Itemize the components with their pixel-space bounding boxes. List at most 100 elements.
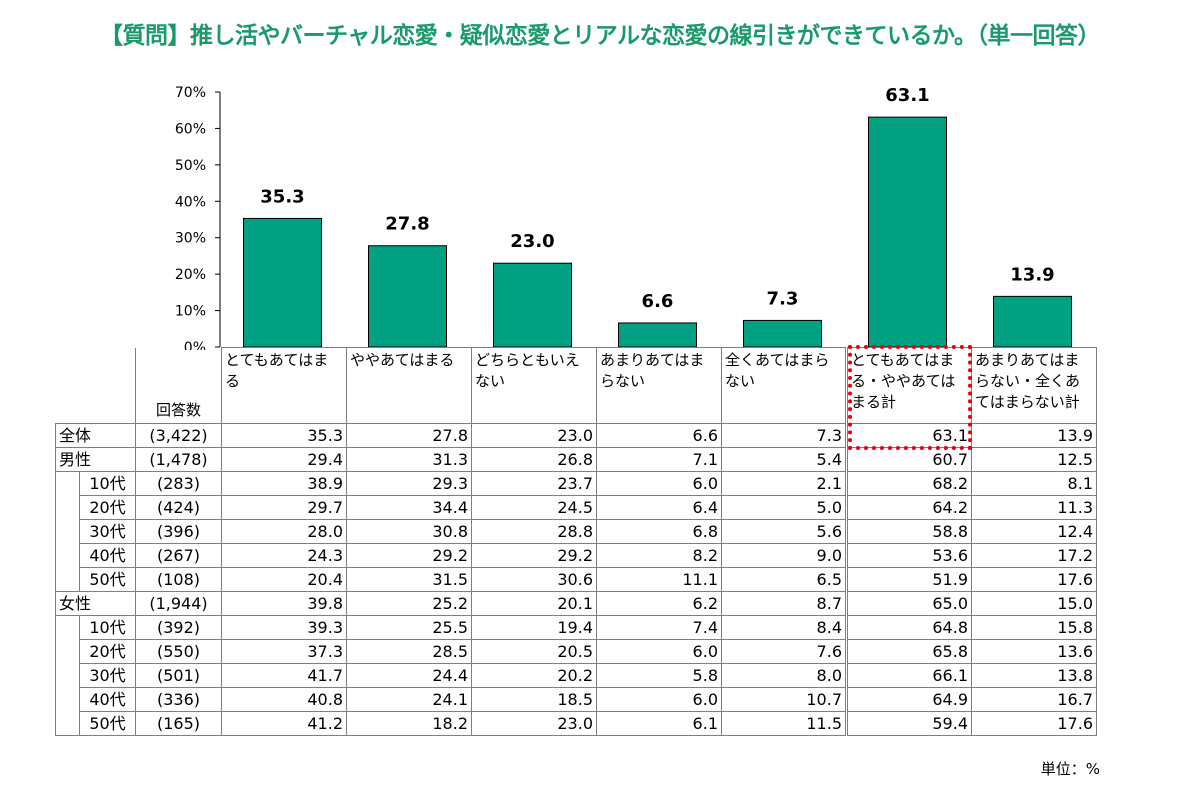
table-cell: 64.9 — [845, 687, 972, 712]
table-cell: 51.9 — [845, 567, 972, 592]
table-cell: 5.6 — [721, 519, 847, 544]
table-cell: 2.1 — [721, 471, 847, 496]
page-title: 【質問】推し活やバーチャル恋愛・疑似恋愛とリアルな恋愛の線引きができているか。（… — [99, 23, 1101, 49]
table-cell: 13.6 — [971, 639, 1097, 664]
table-cell: 6.0 — [596, 639, 722, 664]
table-cell: 68.2 — [845, 471, 972, 496]
table-cell: 17.6 — [971, 567, 1097, 592]
bar — [743, 319, 822, 348]
table-cell: 58.8 — [845, 519, 972, 544]
table-cell: 30.6 — [471, 567, 597, 592]
y-tick-label: 40% — [175, 194, 206, 210]
table-row: 女性 (1,944) 39.8 25.2 20.1 6.2 8.7 65.0 15.0 — [55, 591, 1097, 616]
bar-value-label: 13.9 — [1010, 264, 1054, 285]
row-age-label: 10代 — [79, 615, 136, 640]
row-age-label: 20代 — [79, 639, 136, 664]
table-cell: 9.0 — [721, 543, 847, 568]
table-cell: 27.8 — [346, 423, 472, 448]
bar-value-label: 63.1 — [885, 85, 929, 106]
table-cell: 7.3 — [721, 423, 847, 448]
column-header: あまりあてはまらない・全くあてはまらない計 — [971, 347, 1097, 424]
table-cell: 23.7 — [471, 471, 597, 496]
table-cell: 41.2 — [221, 711, 347, 736]
table-cell: 29.2 — [471, 543, 597, 568]
row-n: (1,944) — [135, 591, 222, 616]
table-cell: 6.8 — [596, 519, 722, 544]
row-n: (396) — [135, 519, 222, 544]
table-cell: 53.6 — [845, 543, 972, 568]
y-tick-label: 70% — [175, 85, 206, 101]
row-n: (501) — [135, 663, 222, 688]
bar-chart: 0% 10% 20% 30% 40% 50% 60% 70% 35.3 27.8 23.0 6.6 7… — [175, 85, 1072, 350]
table-cell: 11.5 — [721, 711, 847, 736]
bar — [993, 295, 1072, 348]
table-cell: 31.5 — [346, 567, 472, 592]
table-cell: 20.4 — [221, 567, 347, 592]
row-indent — [55, 615, 80, 640]
table-cell: 29.7 — [221, 495, 347, 520]
row-indent — [55, 495, 80, 520]
table-cell: 6.2 — [596, 591, 722, 616]
table-cell: 15.0 — [971, 591, 1097, 616]
table-row: 50代 (108) 20.4 31.5 30.6 11.1 6.5 51.9 17.6 — [55, 567, 1097, 592]
n-header: 回答数 — [135, 347, 222, 424]
table-row: 30代 (396) 28.0 30.8 28.8 6.8 5.6 58.8 12.4 — [55, 519, 1097, 544]
table-cell: 23.0 — [471, 711, 597, 736]
table-cell: 6.4 — [596, 495, 722, 520]
table-cell: 35.3 — [221, 423, 347, 448]
bar — [618, 322, 697, 348]
row-indent — [55, 711, 80, 736]
bar — [243, 217, 322, 348]
table-cell: 5.0 — [721, 495, 847, 520]
table-cell: 13.9 — [971, 423, 1097, 448]
bar-value-label: 27.8 — [385, 214, 429, 235]
table-cell: 39.3 — [221, 615, 347, 640]
table-cell: 24.5 — [471, 495, 597, 520]
unit-label: 単位：% — [1040, 760, 1100, 778]
row-n: (424) — [135, 495, 222, 520]
row-indent — [55, 639, 80, 664]
y-tick-label: 0% — [184, 340, 206, 350]
row-age-label: 40代 — [79, 543, 136, 568]
table-cell: 29.3 — [346, 471, 472, 496]
y-tick-label: 20% — [175, 267, 206, 283]
table-cell: 19.4 — [471, 615, 597, 640]
table-cell: 24.3 — [221, 543, 347, 568]
y-tick-label: 10% — [175, 304, 206, 320]
row-n: (3,422) — [135, 423, 222, 448]
table-cell: 63.1 — [845, 423, 972, 448]
y-tick-label: 50% — [175, 158, 206, 174]
column-header: あまりあてはまらない — [596, 347, 722, 424]
row-age-label: 30代 — [79, 519, 136, 544]
table-cell: 8.0 — [721, 663, 847, 688]
table-cell: 38.9 — [221, 471, 347, 496]
row-n: (165) — [135, 711, 222, 736]
row-group-label: 全体 — [55, 423, 136, 448]
table-cell: 28.8 — [471, 519, 597, 544]
bar-value-label: 35.3 — [260, 186, 304, 207]
y-tick-label: 60% — [175, 121, 206, 137]
table-cell: 11.1 — [596, 567, 722, 592]
table-cell: 6.5 — [721, 567, 847, 592]
table-cell: 25.5 — [346, 615, 472, 640]
table-cell: 20.1 — [471, 591, 597, 616]
table-row: 男性 (1,478) 29.4 31.3 26.8 7.1 5.4 60.7 12.5 — [55, 447, 1097, 472]
table-cell: 34.4 — [346, 495, 472, 520]
table-cell: 8.2 — [596, 543, 722, 568]
table-cell: 25.2 — [346, 591, 472, 616]
row-n: (336) — [135, 687, 222, 712]
table-cell: 66.1 — [845, 663, 972, 688]
table-cell: 26.8 — [471, 447, 597, 472]
column-header: ややあてはまる — [346, 347, 472, 424]
column-header: どちらともいえない — [471, 347, 597, 424]
bar-value-label: 23.0 — [510, 231, 554, 252]
table-cell: 13.8 — [971, 663, 1097, 688]
table-cell: 10.7 — [721, 687, 847, 712]
bar-value-label: 7.3 — [767, 288, 799, 309]
table-cell: 8.1 — [971, 471, 1097, 496]
table-cell: 30.8 — [346, 519, 472, 544]
column-header: とてもあてはまる — [221, 347, 347, 424]
row-n: (108) — [135, 567, 222, 592]
table-row: 40代 (336) 40.8 24.1 18.5 6.0 10.7 64.9 16.7 — [55, 687, 1097, 712]
row-n: (1,478) — [135, 447, 222, 472]
